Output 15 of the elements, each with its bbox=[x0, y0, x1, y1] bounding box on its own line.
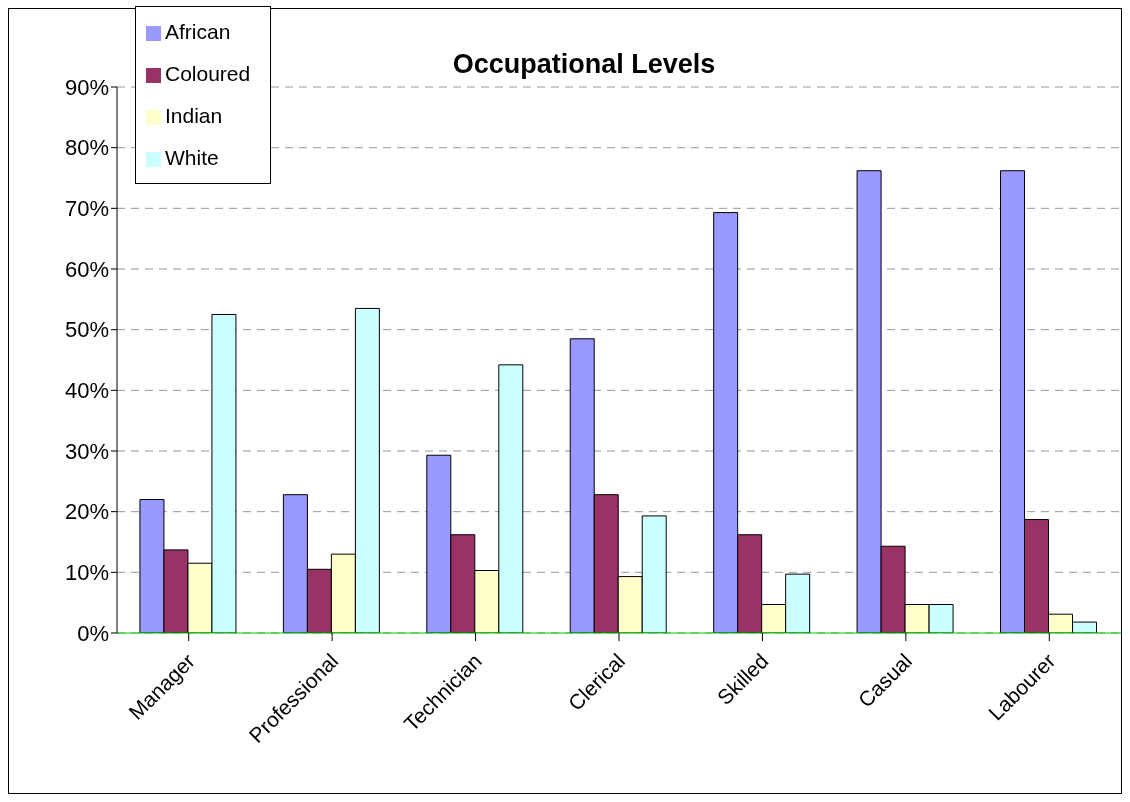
y-tick-label: 60% bbox=[64, 256, 109, 282]
legend-label: Coloured bbox=[165, 62, 251, 85]
y-tick-label: 40% bbox=[64, 378, 109, 404]
y-tick-label: 0% bbox=[77, 620, 109, 646]
legend-label: White bbox=[165, 146, 219, 169]
y-tick-label: 70% bbox=[64, 196, 109, 222]
legend-label: Indian bbox=[165, 104, 223, 127]
y-tick-label: 50% bbox=[64, 317, 109, 343]
y-tick-label: 80% bbox=[64, 135, 109, 161]
legend-label: African bbox=[165, 20, 231, 43]
y-tick-label: 90% bbox=[64, 74, 109, 100]
y-tick-label: 10% bbox=[64, 560, 109, 586]
y-tick-label: 20% bbox=[64, 499, 109, 525]
y-tick-label: 30% bbox=[64, 438, 109, 464]
chart-title: Occupational Levels bbox=[451, 49, 717, 80]
